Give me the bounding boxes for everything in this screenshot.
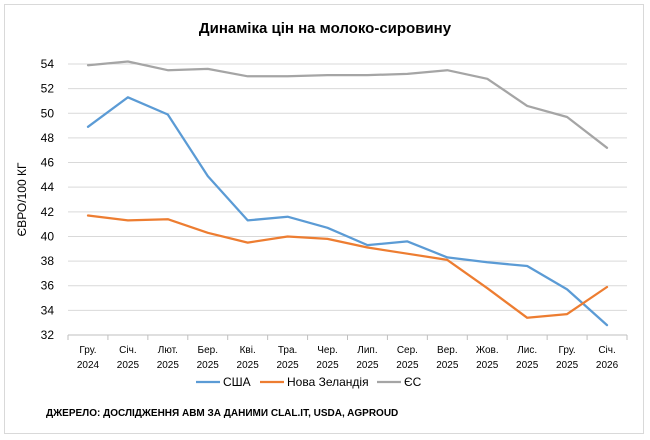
y-tick-label: 40	[41, 229, 55, 243]
x-tick-label-month: Лис.	[517, 345, 537, 356]
x-tick-label-year: 2025	[276, 360, 299, 371]
x-tick-label-year: 2025	[197, 360, 220, 371]
x-tick-label-month: Лип.	[357, 345, 377, 356]
x-tick-label-month: Бер.	[198, 345, 218, 356]
x-tick-label-year: 2025	[556, 360, 579, 371]
y-tick-label: 34	[41, 303, 55, 317]
x-tick-label-month: Лют.	[158, 345, 178, 356]
x-tick-label-month: Сер.	[397, 345, 418, 356]
y-axis-label: ЄВРО/100 КГ	[15, 162, 29, 236]
y-tick-label: 32	[41, 328, 55, 342]
y-tick-label: 52	[41, 82, 55, 96]
x-tick-label-year: 2025	[436, 360, 459, 371]
x-tick-label-year: 2025	[396, 360, 419, 371]
x-tick-label-year: 2025	[237, 360, 260, 371]
x-tick-label-year: 2025	[356, 360, 379, 371]
x-tick-label-year: 2025	[157, 360, 180, 371]
x-tick-label-year: 2026	[596, 360, 619, 371]
x-tick-label-month: Січ.	[598, 345, 615, 356]
y-tick-label: 38	[41, 254, 55, 268]
y-tick-label: 48	[41, 131, 55, 145]
y-tick-label: 36	[41, 279, 55, 293]
x-tick-label-year: 2025	[117, 360, 140, 371]
chart-title: Динаміка цін на молоко-сировину	[199, 20, 452, 37]
source-note: ДЖЕРЕЛО: ДОСЛІДЖЕННЯ АВМ ЗА ДАНИМИ CLAL.…	[46, 408, 399, 419]
x-tick-label-month: Гру.	[79, 345, 96, 356]
series-line-0	[86, 96, 609, 327]
x-tick-label-month: Гру.	[559, 345, 576, 356]
x-tick-label-month: Січ.	[119, 345, 136, 356]
y-tick-label: 46	[41, 156, 55, 170]
x-tick-label-year: 2025	[316, 360, 339, 371]
y-tick-label: 50	[41, 106, 55, 120]
legend-label: Нова Зеландія	[287, 375, 369, 389]
x-tick-label-month: Чер.	[317, 345, 338, 356]
x-tick-label-month: Жов.	[476, 345, 499, 356]
y-tick-label: 44	[41, 180, 55, 194]
legend-label: США	[223, 375, 251, 389]
x-tick-label-month: Кві.	[240, 345, 256, 356]
x-tick-label-month: Вер.	[437, 345, 458, 356]
series-line-2	[86, 60, 609, 149]
x-tick-label-year: 2025	[516, 360, 539, 371]
x-tick-label-year: 2024	[77, 360, 100, 371]
y-tick-label: 54	[41, 57, 55, 71]
x-tick-label-year: 2025	[476, 360, 499, 371]
series-line-1	[86, 214, 609, 319]
legend-label: ЄС	[404, 375, 422, 389]
y-tick-label: 42	[41, 205, 55, 219]
x-tick-label-month: Тра.	[278, 345, 297, 356]
